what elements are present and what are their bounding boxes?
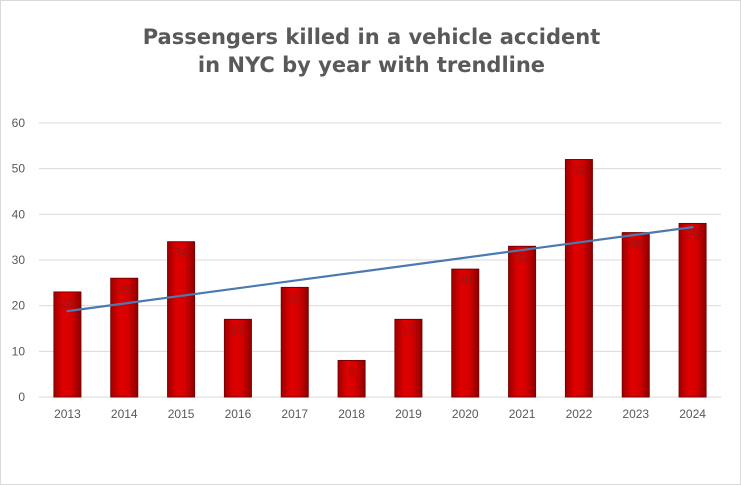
y-tick-label-40: 40 [12,207,26,221]
bar-2017 [280,286,309,398]
data-label-2017: 24 [288,291,302,305]
bar-2019 [394,318,423,398]
x-tick-label-2021: 2021 [509,407,536,421]
x-tick-label-2015: 2015 [168,407,195,421]
x-tick-label-2013: 2013 [54,407,81,421]
data-label-2019: 17 [402,323,416,337]
bar-2014 [110,277,139,398]
y-tick-label-30: 30 [12,253,26,267]
y-tick-label-60: 60 [12,116,26,130]
data-label-2024: 38 [686,227,700,241]
y-tick-label-20: 20 [12,299,26,313]
chart-title-line-2: in NYC by year with trendline [197,53,546,77]
data-label-2022: 52 [572,164,586,178]
trendline [66,226,694,313]
x-tick-label-2017: 2017 [281,407,308,421]
x-tick-label-2016: 2016 [225,407,252,421]
bar-2016 [223,318,252,398]
bar-2015 [167,241,196,398]
y-tick-label-50: 50 [12,162,26,176]
x-tick-label-2023: 2023 [622,407,649,421]
x-tick-label-2020: 2020 [452,407,479,421]
bar-2021 [508,245,537,398]
bar-2023 [621,232,650,398]
x-tick-label-2018: 2018 [338,407,365,421]
y-tick-label-10: 10 [12,344,26,358]
bar-2020 [451,268,480,398]
bar-2018 [337,359,366,398]
data-label-2018: 8 [348,364,355,378]
data-label-2020: 28 [459,273,473,287]
bar-2024 [678,222,707,398]
chart-title-line-1: Passengers killed in a vehicle accident [142,25,601,49]
x-tick-label-2019: 2019 [395,407,422,421]
data-label-2016: 17 [231,323,245,337]
data-label-2023: 36 [629,237,643,251]
y-tick-label-0: 0 [18,390,25,404]
x-tick-label-2022: 2022 [566,407,593,421]
x-tick-label-2024: 2024 [679,407,706,421]
data-label-2014: 26 [118,282,132,296]
data-label-2021: 33 [515,250,529,264]
chart-title: Passengers killed in a vehicle accident … [1,23,741,79]
x-tick-label-2014: 2014 [111,407,138,421]
bar-2022 [564,159,593,398]
data-label-2015: 34 [174,246,188,260]
data-label-2013: 23 [61,296,75,310]
